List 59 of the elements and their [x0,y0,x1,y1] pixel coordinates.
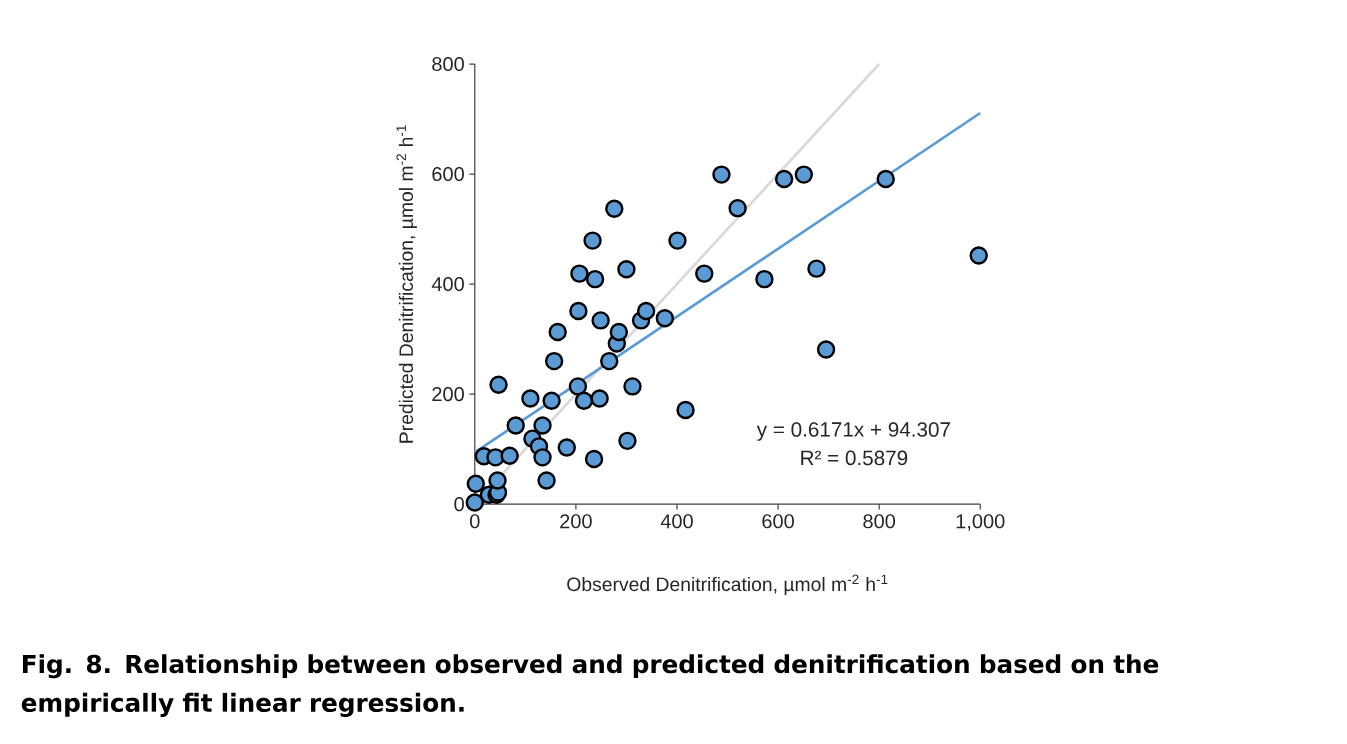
point [583,231,602,250]
point [500,446,519,465]
x-tick-label: 0 [470,514,480,529]
point [488,471,507,490]
annotation: y = 0.6171x + 94.307 [756,422,950,441]
point [617,259,636,279]
point [728,198,747,218]
point [521,389,540,408]
point [605,199,624,218]
y-tick-label: 400 [431,276,464,292]
point [489,375,508,394]
x-tick-label: 400 [660,514,693,529]
point [590,389,609,408]
point [600,351,619,371]
point [591,311,610,330]
point [794,165,814,184]
point [574,391,594,410]
x-tick-label: 1,000 [956,514,1005,531]
point [623,377,642,396]
y-tick-label: 600 [432,166,464,182]
point [570,264,589,283]
point [676,400,695,420]
point [569,301,588,321]
x-axis-title: Observed Denitrification, µmol m$^{-2}$ h$^{-1}$ [567,574,888,595]
point [585,269,605,289]
point [542,391,561,410]
point [655,308,675,328]
point [557,438,576,457]
point [609,322,629,342]
point [544,351,564,371]
annotation: R² = 0.5879 [801,450,908,466]
point [636,301,656,321]
point [548,322,567,342]
point [466,474,485,493]
point [537,471,556,490]
point [533,416,552,435]
point [568,377,588,396]
point [969,246,988,265]
point [755,269,774,289]
point [695,264,714,283]
text: Fig. 8. Relationship between observed and predicted denitrification based on the empirically fit linear regression. [21,654,1159,717]
point [533,448,552,467]
point [807,259,826,278]
y-tick-label: 0 [454,496,464,512]
point [584,449,604,469]
point [876,169,895,189]
point [816,340,836,359]
y-axis-title: Predicted Denitrification, µmol m$^{-2}$ h$^{-1}$ [396,125,417,443]
point [618,431,637,450]
point [774,169,794,189]
point [465,493,484,512]
x-tick-label: 200 [560,514,592,529]
x-tick-label: 800 [863,514,896,529]
point [506,416,525,435]
point [668,231,687,250]
y-tick-label: 800 [432,56,464,71]
y-tick-label: 200 [432,386,464,402]
point [712,165,731,184]
x-tick-label: 600 [762,514,794,529]
